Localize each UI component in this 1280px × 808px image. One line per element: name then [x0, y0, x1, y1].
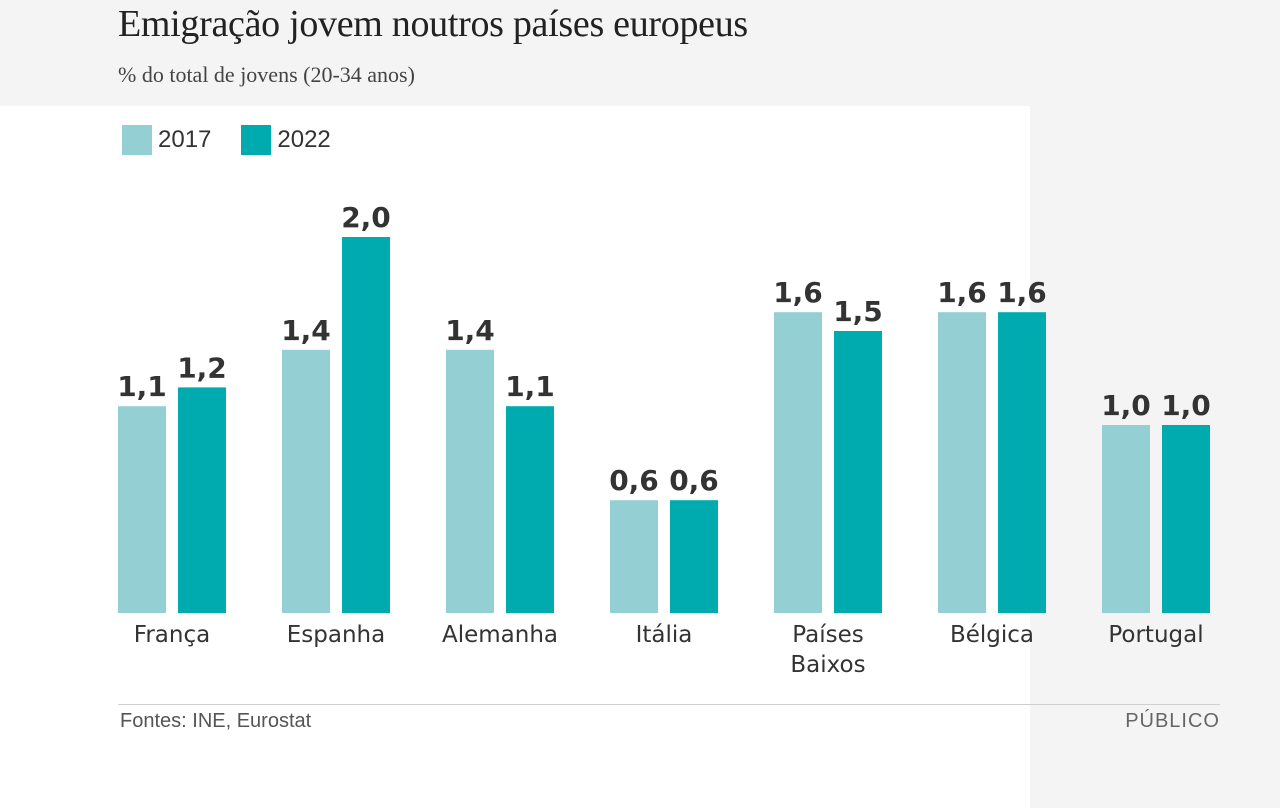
bar-value-label: 1,0 [1101, 389, 1151, 422]
legend-label-2022: 2022 [277, 126, 331, 153]
category-label: Bélgica [950, 622, 1034, 648]
bar-2022-1 [342, 237, 390, 613]
bar-value-label: 0,6 [609, 464, 659, 497]
legend-swatch-2022 [241, 125, 272, 155]
category-label: Itália [636, 622, 693, 648]
brand-logo-text: PÚBLICO [1125, 710, 1220, 732]
chart-title: Emigração jovem noutros países europeus [118, 3, 748, 45]
category-label: Baixos [790, 652, 865, 678]
category-label: Espanha [287, 622, 385, 648]
bar-value-label: 1,2 [177, 351, 227, 384]
category-label: França [134, 622, 210, 648]
legend-item-2022: 2022 [241, 125, 331, 155]
legend-swatch-2017 [122, 125, 152, 155]
bar-2022-6 [1162, 425, 1210, 613]
bar-value-label: 1,4 [445, 314, 495, 347]
bar-value-label: 1,5 [833, 295, 883, 328]
bar-value-label: 0,6 [669, 464, 719, 497]
bar-2022-2 [506, 406, 554, 613]
bar-2022-4 [834, 331, 882, 613]
bar-2017-1 [282, 349, 330, 613]
bar-2022-0 [178, 387, 226, 613]
category-label: Alemanha [442, 622, 558, 648]
legend: 2017 2022 [122, 125, 361, 155]
source-note: Fontes: INE, Eurostat [120, 710, 312, 732]
bar-value-label: 2,0 [341, 201, 391, 234]
bar-value-label: 1,1 [505, 370, 555, 403]
category-label: Portugal [1108, 622, 1203, 648]
bar-2017-4 [774, 312, 822, 613]
footer-divider [118, 704, 1220, 705]
chart-subtitle: % do total de jovens (20-34 anos) [118, 62, 415, 87]
legend-item-2017: 2017 [122, 125, 211, 155]
bar-value-label: 1,1 [117, 370, 167, 403]
bar-2022-5 [998, 312, 1046, 613]
bar-value-label: 1,4 [281, 314, 331, 347]
bar-value-label: 1,6 [937, 276, 987, 309]
bar-2022-3 [670, 500, 718, 613]
category-label: Países [792, 622, 863, 648]
bar-2017-5 [938, 312, 986, 613]
bar-2017-6 [1102, 425, 1150, 613]
bar-value-label: 1,6 [773, 276, 823, 309]
bar-2017-0 [118, 406, 166, 613]
legend-label-2017: 2017 [158, 126, 212, 153]
bar-value-label: 1,0 [1161, 389, 1211, 422]
bar-2017-3 [610, 500, 658, 613]
bar-2017-2 [446, 349, 494, 613]
bar-value-label: 1,6 [997, 276, 1047, 309]
